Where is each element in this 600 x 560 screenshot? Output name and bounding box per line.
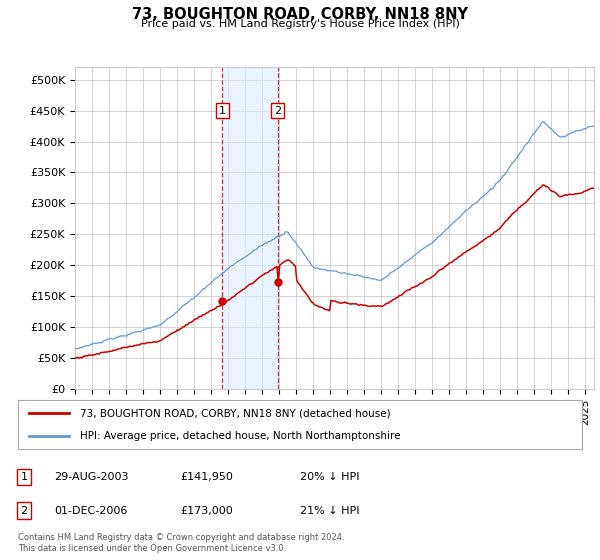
Text: 21% ↓ HPI: 21% ↓ HPI xyxy=(300,506,359,516)
Text: 1: 1 xyxy=(219,105,226,115)
Text: £173,000: £173,000 xyxy=(180,506,233,516)
Text: 01-DEC-2006: 01-DEC-2006 xyxy=(54,506,127,516)
Text: 2: 2 xyxy=(274,105,281,115)
Text: Price paid vs. HM Land Registry's House Price Index (HPI): Price paid vs. HM Land Registry's House … xyxy=(140,19,460,29)
Text: Contains HM Land Registry data © Crown copyright and database right 2024.
This d: Contains HM Land Registry data © Crown c… xyxy=(18,533,344,553)
Text: 2: 2 xyxy=(20,506,28,516)
Text: £141,950: £141,950 xyxy=(180,472,233,482)
Text: 20% ↓ HPI: 20% ↓ HPI xyxy=(300,472,359,482)
Text: HPI: Average price, detached house, North Northamptonshire: HPI: Average price, detached house, Nort… xyxy=(80,431,401,441)
Text: 73, BOUGHTON ROAD, CORBY, NN18 8NY: 73, BOUGHTON ROAD, CORBY, NN18 8NY xyxy=(132,7,468,22)
Text: 73, BOUGHTON ROAD, CORBY, NN18 8NY (detached house): 73, BOUGHTON ROAD, CORBY, NN18 8NY (deta… xyxy=(80,408,391,418)
Bar xyxy=(223,67,278,389)
Text: 29-AUG-2003: 29-AUG-2003 xyxy=(54,472,128,482)
Text: 1: 1 xyxy=(20,472,28,482)
